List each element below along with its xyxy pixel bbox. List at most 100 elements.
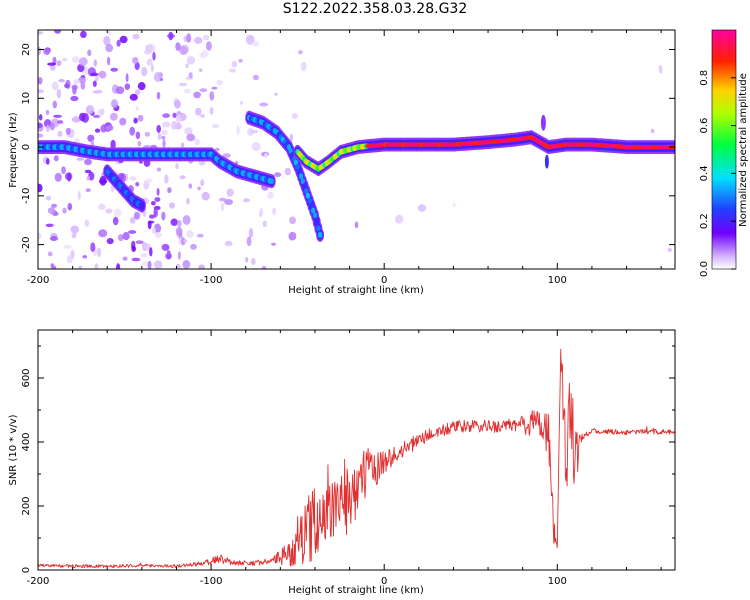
noise-speckle bbox=[71, 116, 81, 123]
noise-speckle bbox=[195, 107, 202, 116]
noise-speckle bbox=[90, 242, 96, 253]
x-tick-label: 100 bbox=[548, 275, 567, 286]
colorbar-gradient bbox=[712, 30, 736, 269]
noise-speckle bbox=[182, 260, 191, 269]
track-core bbox=[307, 197, 312, 204]
noise-speckle bbox=[94, 128, 101, 133]
colorbar-tick-label: 0.4 bbox=[699, 165, 710, 181]
track-core bbox=[305, 192, 311, 199]
noise-speckle bbox=[272, 207, 277, 216]
noise-speckle bbox=[165, 252, 172, 260]
noise-speckle bbox=[249, 129, 259, 134]
noise-speckle bbox=[147, 220, 152, 230]
noise-speckle bbox=[43, 47, 51, 56]
track-core bbox=[311, 207, 316, 214]
noise-speckle bbox=[132, 33, 140, 40]
noise-speckle bbox=[178, 82, 188, 87]
noise-speckle bbox=[274, 92, 278, 96]
noise-speckle bbox=[288, 231, 297, 241]
colorbar: 0.0 0.2 0.4 0.6 0.8 Normalized spectral ampl… bbox=[699, 29, 749, 277]
snr-y-label: SNR (10 * v/v) bbox=[8, 414, 19, 485]
noise-speckle bbox=[161, 135, 166, 140]
noise-speckle bbox=[77, 191, 81, 200]
noise-speckle bbox=[122, 256, 128, 261]
snr-x-label: Height of straight line (km) bbox=[288, 585, 424, 596]
noise-speckle bbox=[98, 179, 108, 184]
noise-speckle bbox=[231, 60, 238, 68]
noise-speckle bbox=[162, 121, 171, 128]
noise-speckle bbox=[181, 237, 186, 246]
noise-speckle bbox=[119, 117, 127, 126]
y-tick-label: 0 bbox=[21, 567, 32, 573]
noise-speckle bbox=[201, 191, 210, 201]
noise-speckle bbox=[110, 139, 116, 150]
colorbar-tick-label: 0.6 bbox=[699, 118, 710, 134]
spectrogram-y-ticks: -20 -10 0 10 20 bbox=[21, 43, 675, 253]
noise-speckle bbox=[38, 122, 43, 129]
x-tick-label: -100 bbox=[200, 576, 223, 587]
noise-speckle bbox=[155, 231, 162, 239]
snr-frame bbox=[37, 329, 676, 571]
noise-speckle bbox=[224, 240, 233, 247]
noise-speckle bbox=[45, 109, 50, 115]
noise-speckle bbox=[198, 68, 203, 73]
spectrogram-frame bbox=[37, 29, 676, 270]
track-core bbox=[269, 178, 274, 185]
track-core bbox=[139, 202, 145, 209]
noise-speckle bbox=[135, 182, 140, 187]
noise-speckle bbox=[62, 207, 67, 214]
noise-speckle bbox=[96, 247, 102, 258]
noise-speckle bbox=[137, 82, 146, 91]
x-tick-label: 0 bbox=[381, 275, 387, 286]
noise-speckle bbox=[199, 88, 208, 93]
noise-speckle bbox=[86, 176, 90, 181]
track-core bbox=[300, 178, 305, 185]
noise-speckle bbox=[70, 225, 80, 234]
y-tick-label: 400 bbox=[21, 432, 32, 451]
noise-speckle bbox=[238, 58, 243, 63]
noise-speckle bbox=[72, 56, 80, 63]
noise-speckle bbox=[132, 56, 139, 64]
noise-speckle bbox=[145, 44, 153, 53]
noise-speckle bbox=[300, 61, 307, 72]
noise-speckle bbox=[84, 169, 92, 174]
x-tick-label: -200 bbox=[27, 576, 50, 587]
noise-speckle bbox=[84, 158, 92, 166]
noise-speckle bbox=[95, 89, 103, 94]
noise-speckle bbox=[245, 34, 255, 45]
noise-speckle bbox=[188, 72, 193, 79]
noise-speckle bbox=[246, 236, 252, 247]
noise-speckle bbox=[76, 157, 85, 161]
noise-speckle bbox=[135, 240, 144, 244]
spectrogram-x-ticks: -200 -100 0 100 bbox=[27, 30, 662, 286]
noise-speckle bbox=[161, 129, 168, 136]
noise-speckle bbox=[38, 183, 43, 193]
noise-speckle bbox=[77, 63, 85, 73]
noise-speckle bbox=[177, 251, 181, 260]
noise-speckle bbox=[284, 167, 291, 176]
noise-speckle bbox=[57, 120, 64, 124]
noise-speckle bbox=[197, 186, 201, 191]
noise-speckle bbox=[63, 245, 72, 249]
noise-speckle bbox=[171, 120, 178, 130]
colorbar-tick-label: 0.2 bbox=[699, 213, 710, 229]
noise-speckle bbox=[174, 99, 181, 109]
noise-speckle bbox=[194, 36, 203, 44]
y-tick-label: 200 bbox=[21, 496, 32, 515]
noise-speckle bbox=[50, 64, 56, 71]
noise-speckle bbox=[259, 207, 264, 217]
noise-speckle bbox=[107, 31, 111, 36]
noise-speckle bbox=[57, 130, 63, 137]
track-core bbox=[309, 202, 314, 209]
noise-speckle bbox=[216, 79, 223, 86]
noise-speckle bbox=[82, 255, 88, 259]
y-tick-label: -10 bbox=[21, 188, 32, 204]
noise-speckle bbox=[105, 208, 113, 214]
noise-speckle bbox=[186, 230, 194, 238]
noise-speckle bbox=[141, 66, 148, 77]
noise-speckle bbox=[200, 114, 205, 118]
noise-speckle bbox=[122, 232, 130, 241]
noise-speckle bbox=[154, 197, 161, 202]
noise-speckle bbox=[128, 230, 137, 234]
